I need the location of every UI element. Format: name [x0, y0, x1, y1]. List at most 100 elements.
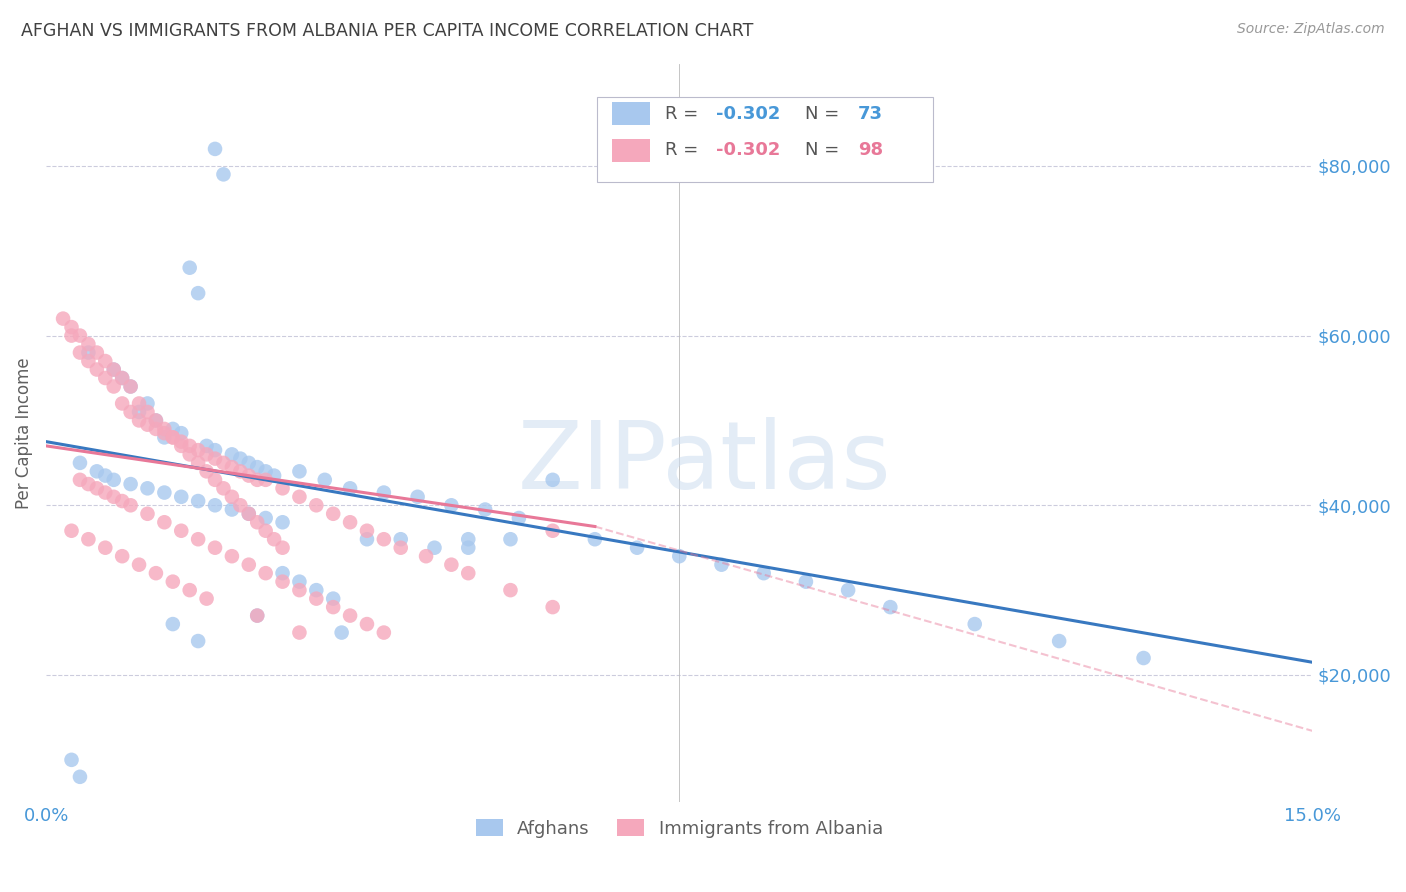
Point: [128, 558, 150, 572]
Point: [145, 566, 167, 581]
Point: [406, 490, 429, 504]
Point: [153, 515, 176, 529]
Point: [179, 447, 201, 461]
Point: [103, 490, 125, 504]
Point: [162, 430, 184, 444]
Point: [254, 464, 277, 478]
Point: [389, 533, 412, 547]
Point: [246, 608, 269, 623]
Point: [136, 417, 159, 432]
Point: [221, 460, 243, 475]
Point: [162, 422, 184, 436]
Point: [221, 502, 243, 516]
Point: [120, 379, 142, 393]
Point: [195, 447, 218, 461]
Point: [229, 464, 252, 478]
Point: [136, 481, 159, 495]
Point: [288, 464, 311, 478]
Point: [212, 167, 235, 181]
Point: [389, 541, 412, 555]
Point: [204, 541, 226, 555]
Point: [305, 591, 328, 606]
Point: [153, 426, 176, 441]
Point: [69, 328, 91, 343]
Point: [238, 456, 260, 470]
Point: [305, 498, 328, 512]
Point: [541, 600, 564, 615]
Point: [626, 541, 648, 555]
Point: [423, 541, 446, 555]
Point: [145, 413, 167, 427]
Point: [170, 439, 193, 453]
Point: [271, 515, 294, 529]
Point: [120, 405, 142, 419]
Point: [111, 494, 134, 508]
Point: [221, 549, 243, 564]
Point: [339, 608, 361, 623]
Point: [170, 490, 193, 504]
Point: [204, 443, 226, 458]
Point: [77, 533, 100, 547]
Point: [238, 558, 260, 572]
Point: [60, 753, 83, 767]
Point: [111, 396, 134, 410]
Point: [710, 558, 733, 572]
FancyBboxPatch shape: [598, 97, 932, 182]
Point: [263, 533, 285, 547]
Point: [271, 481, 294, 495]
Text: R =: R =: [665, 104, 704, 122]
Point: [111, 549, 134, 564]
Point: [162, 430, 184, 444]
Point: [668, 549, 690, 564]
Point: [195, 464, 218, 478]
Point: [288, 574, 311, 589]
Point: [246, 473, 269, 487]
Point: [288, 490, 311, 504]
Point: [170, 426, 193, 441]
Point: [195, 439, 218, 453]
Point: [305, 583, 328, 598]
Text: -0.302: -0.302: [716, 142, 780, 160]
Point: [879, 600, 901, 615]
Point: [128, 413, 150, 427]
Point: [288, 583, 311, 598]
Point: [145, 413, 167, 427]
Point: [963, 617, 986, 632]
Point: [94, 354, 117, 368]
Point: [103, 379, 125, 393]
Point: [69, 456, 91, 470]
Point: [103, 362, 125, 376]
Point: [77, 354, 100, 368]
Point: [508, 511, 530, 525]
Point: [111, 371, 134, 385]
Point: [170, 524, 193, 538]
Point: [440, 558, 463, 572]
Point: [221, 490, 243, 504]
Point: [187, 494, 209, 508]
Point: [229, 451, 252, 466]
Point: [204, 473, 226, 487]
Point: [541, 524, 564, 538]
Point: [583, 533, 606, 547]
Point: [356, 533, 378, 547]
Point: [238, 468, 260, 483]
Point: [136, 396, 159, 410]
Point: [238, 507, 260, 521]
Point: [111, 371, 134, 385]
Point: [271, 566, 294, 581]
Point: [415, 549, 437, 564]
Point: [179, 260, 201, 275]
Point: [187, 456, 209, 470]
Point: [52, 311, 75, 326]
Point: [837, 583, 859, 598]
Point: [86, 362, 108, 376]
Text: ZIPatlas: ZIPatlas: [517, 417, 891, 508]
Point: [457, 533, 479, 547]
Text: N =: N =: [804, 142, 845, 160]
Point: [187, 634, 209, 648]
Point: [263, 468, 285, 483]
Point: [170, 434, 193, 449]
Point: [187, 286, 209, 301]
Point: [86, 481, 108, 495]
Point: [162, 574, 184, 589]
